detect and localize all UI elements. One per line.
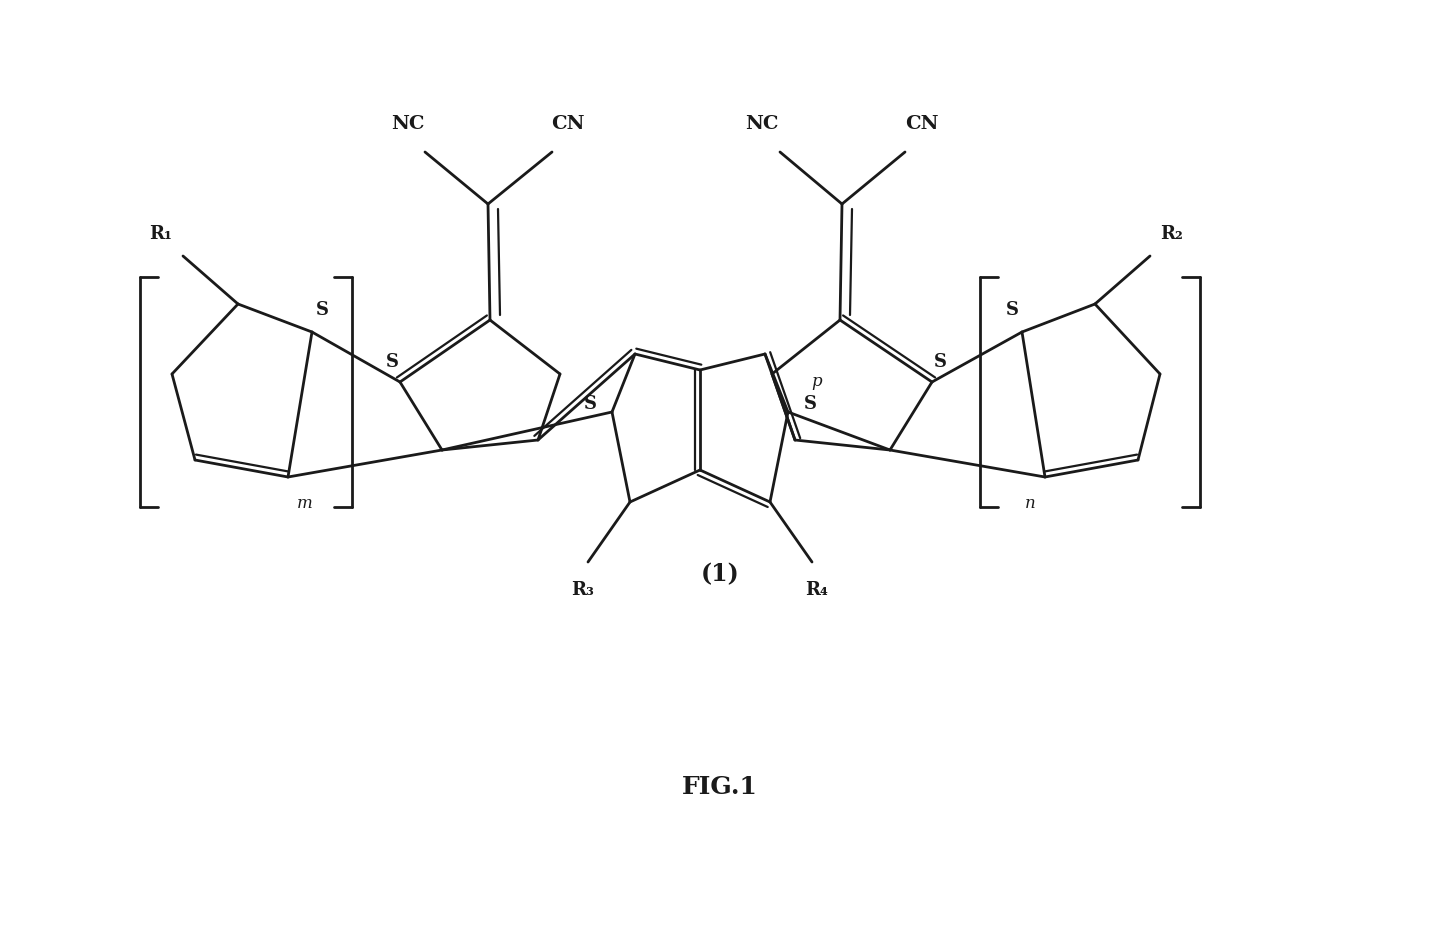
Text: p: p [812, 373, 822, 391]
Text: R₂: R₂ [1160, 225, 1183, 243]
Text: (1): (1) [701, 562, 740, 586]
Text: S: S [934, 353, 947, 371]
Text: CN: CN [552, 115, 585, 133]
Text: R₁: R₁ [149, 225, 172, 243]
Text: FIG.1: FIG.1 [682, 775, 757, 799]
Text: NC: NC [391, 115, 424, 133]
Text: NC: NC [746, 115, 779, 133]
Text: S: S [385, 353, 398, 371]
Text: CN: CN [905, 115, 938, 133]
Text: R₃: R₃ [572, 581, 595, 599]
Text: S: S [804, 395, 817, 413]
Text: S: S [1005, 301, 1018, 319]
Text: m: m [297, 495, 313, 512]
Text: n: n [1025, 495, 1035, 512]
Text: S: S [316, 301, 329, 319]
Text: R₄: R₄ [805, 581, 828, 599]
Text: S: S [584, 395, 597, 413]
